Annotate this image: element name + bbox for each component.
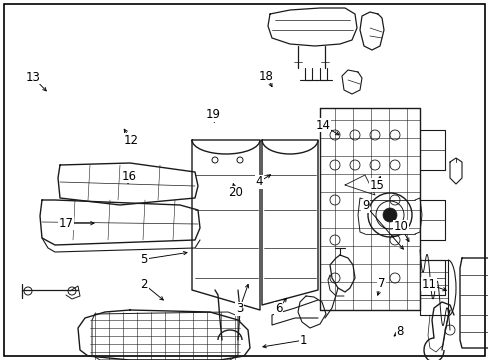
Circle shape (382, 208, 396, 222)
Text: 4: 4 (255, 175, 263, 188)
Text: 8: 8 (395, 325, 403, 338)
Text: 12: 12 (123, 134, 138, 147)
Text: 6: 6 (274, 302, 282, 315)
Text: 13: 13 (26, 71, 41, 84)
Text: 18: 18 (259, 70, 273, 83)
Text: 7: 7 (377, 277, 385, 290)
Text: 10: 10 (393, 220, 407, 233)
Text: 1: 1 (299, 334, 306, 347)
Text: 19: 19 (205, 108, 220, 121)
Text: 17: 17 (59, 217, 73, 230)
Text: 5: 5 (140, 253, 148, 266)
Text: 3: 3 (235, 302, 243, 315)
Text: 9: 9 (361, 199, 369, 212)
Text: 20: 20 (228, 186, 243, 199)
Text: 2: 2 (140, 278, 148, 291)
Text: 16: 16 (122, 170, 137, 183)
Text: 14: 14 (315, 119, 329, 132)
Text: 15: 15 (369, 179, 384, 192)
Text: 11: 11 (421, 278, 436, 291)
